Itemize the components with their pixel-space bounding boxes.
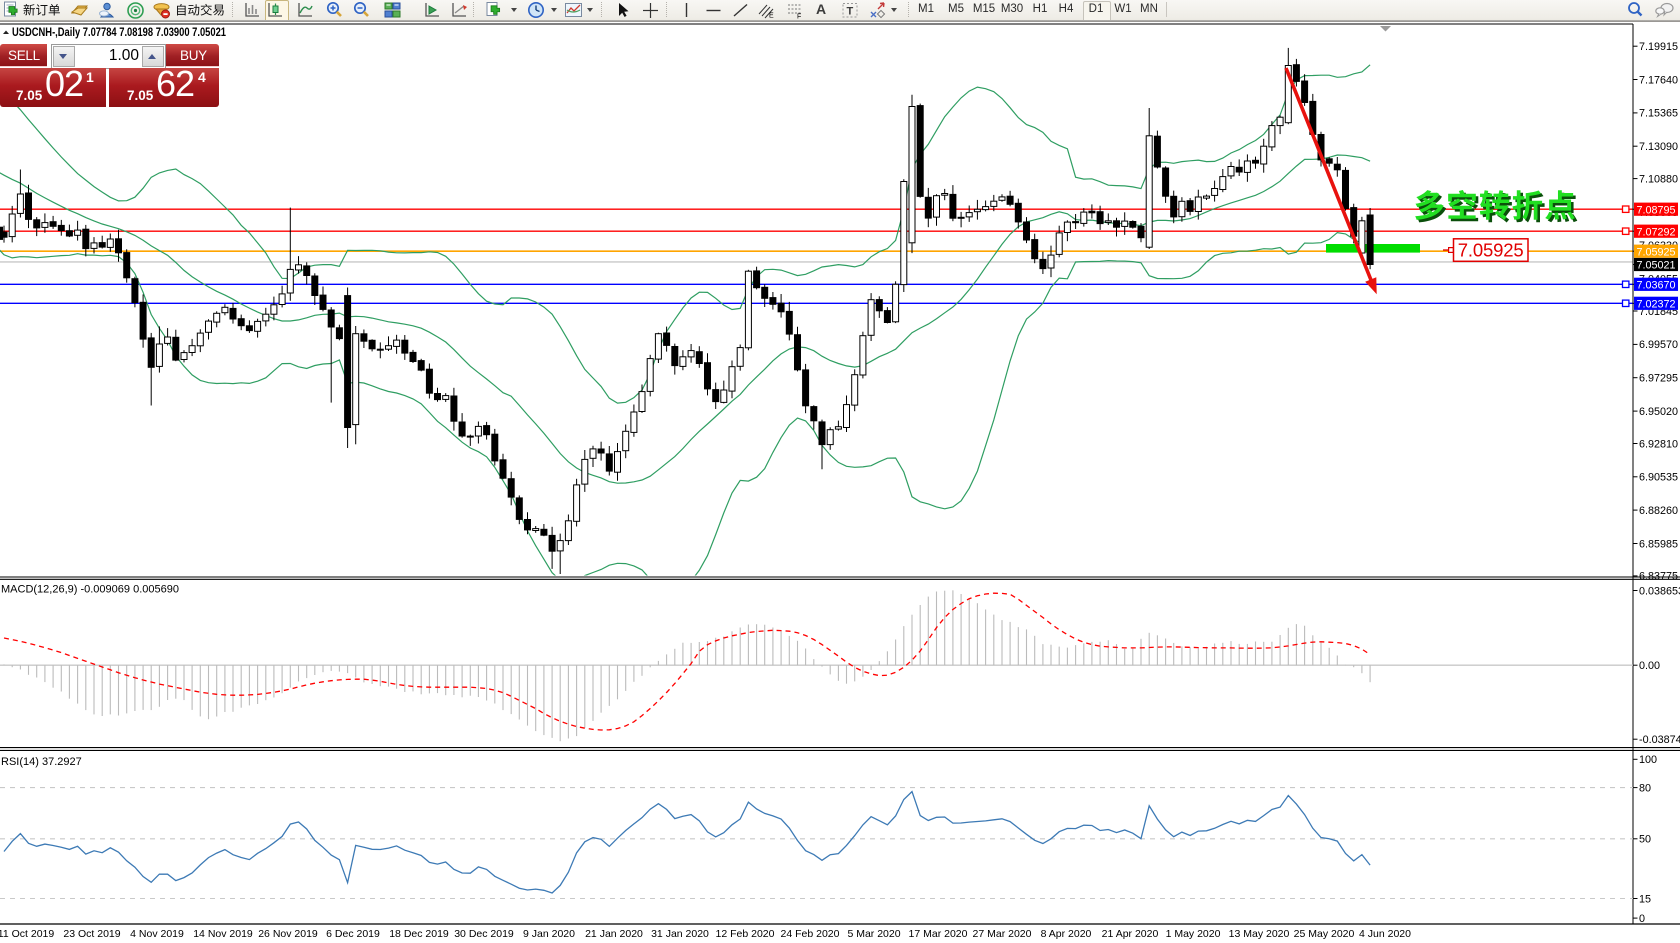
svg-text:11 Oct 2019: 11 Oct 2019 [0, 928, 54, 940]
svg-text:6.95020: 6.95020 [1639, 406, 1678, 418]
svg-text:27 Mar 2020: 27 Mar 2020 [973, 928, 1032, 940]
svg-text:25 May 2020: 25 May 2020 [1294, 928, 1355, 940]
svg-text:23 Oct 2019: 23 Oct 2019 [63, 928, 120, 940]
svg-text:0.038653: 0.038653 [1639, 585, 1680, 597]
svg-text:15: 15 [1639, 893, 1651, 905]
svg-text:MACD(12,26,9) -0.009069 0.0056: MACD(12,26,9) -0.009069 0.005690 [1, 584, 179, 596]
svg-text:1 May 2020: 1 May 2020 [1166, 928, 1221, 940]
svg-text:24 Feb 2020: 24 Feb 2020 [781, 928, 840, 940]
svg-text:7.19915: 7.19915 [1639, 41, 1678, 53]
svg-text:7.13090: 7.13090 [1639, 141, 1678, 153]
svg-text:13 May 2020: 13 May 2020 [1229, 928, 1290, 940]
svg-text:12 Feb 2020: 12 Feb 2020 [716, 928, 775, 940]
svg-text:7.05021: 7.05021 [1636, 260, 1675, 272]
svg-text:18 Dec 2019: 18 Dec 2019 [389, 928, 449, 940]
svg-text:4 Jun 2020: 4 Jun 2020 [1359, 928, 1411, 940]
svg-text:21 Jan 2020: 21 Jan 2020 [585, 928, 643, 940]
svg-text:7.15365: 7.15365 [1639, 108, 1678, 120]
svg-text:T: T [847, 6, 854, 18]
svg-text:E: E [769, 13, 774, 20]
svg-text:USDCNH-,Daily 7.07784 7.08198: USDCNH-,Daily 7.07784 7.08198 7.03900 7.… [12, 27, 226, 39]
svg-text:7.05925: 7.05925 [1636, 246, 1675, 258]
svg-text:31 Jan 2020: 31 Jan 2020 [651, 928, 709, 940]
svg-text:50: 50 [1639, 834, 1651, 846]
svg-text:RSI(14) 37.2927: RSI(14) 37.2927 [1, 756, 82, 768]
svg-text:6.85985: 6.85985 [1639, 538, 1678, 550]
svg-text:5 Mar 2020: 5 Mar 2020 [847, 928, 900, 940]
svg-text:8 Apr 2020: 8 Apr 2020 [1041, 928, 1092, 940]
svg-text:6 Dec 2019: 6 Dec 2019 [326, 928, 380, 940]
svg-text:6.99570: 6.99570 [1639, 339, 1678, 351]
svg-text:7.03670: 7.03670 [1636, 279, 1675, 291]
svg-text:6.90535: 6.90535 [1639, 472, 1678, 484]
svg-text:100: 100 [1639, 754, 1657, 766]
svg-text:9 Jan 2020: 9 Jan 2020 [523, 928, 575, 940]
svg-text:80: 80 [1639, 782, 1651, 794]
svg-text:7.10880: 7.10880 [1639, 173, 1678, 185]
svg-text:7.02372: 7.02372 [1636, 298, 1675, 310]
svg-text:14 Nov 2019: 14 Nov 2019 [193, 928, 253, 940]
svg-text:F: F [797, 14, 801, 21]
svg-text:30 Dec 2019: 30 Dec 2019 [454, 928, 514, 940]
svg-text:7.05925: 7.05925 [1458, 240, 1524, 261]
svg-text:6.92810: 6.92810 [1639, 438, 1678, 450]
svg-text:0.00: 0.00 [1639, 660, 1660, 672]
svg-text:21 Apr 2020: 21 Apr 2020 [1102, 928, 1159, 940]
svg-text:6.97295: 6.97295 [1639, 373, 1678, 385]
svg-text:7.08795: 7.08795 [1636, 204, 1675, 216]
svg-text:17 Mar 2020: 17 Mar 2020 [909, 928, 968, 940]
svg-text:0: 0 [1639, 913, 1645, 925]
svg-text:4 Nov 2019: 4 Nov 2019 [130, 928, 184, 940]
svg-text:26 Nov 2019: 26 Nov 2019 [258, 928, 318, 940]
svg-text:-0.038745: -0.038745 [1639, 734, 1680, 746]
svg-text:7.07292: 7.07292 [1636, 226, 1675, 238]
svg-text:6.88260: 6.88260 [1639, 505, 1678, 517]
svg-text:7.17640: 7.17640 [1639, 74, 1678, 86]
